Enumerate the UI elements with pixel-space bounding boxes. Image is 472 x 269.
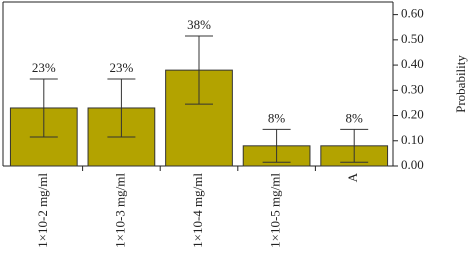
value-label: 23%	[109, 60, 133, 75]
x-tick-label: A	[345, 172, 360, 182]
x-tick-label: 1×10-2 mg/ml	[35, 173, 50, 248]
y-tick-label: 0.00	[401, 157, 424, 172]
y-tick-label: 0.20	[401, 107, 424, 122]
y-tick-label: 0.10	[401, 132, 424, 147]
x-tick-label: 1×10-3 mg/ml	[112, 173, 127, 248]
value-label: 38%	[187, 17, 211, 32]
value-label: 8%	[346, 110, 364, 125]
value-label: 23%	[32, 60, 56, 75]
y-tick-label: 0.40	[401, 56, 424, 71]
y-tick-label: 0.50	[401, 31, 424, 46]
x-tick-label: 1×10-5 mg/ml	[268, 173, 283, 248]
y-axis-label: Probability	[453, 55, 468, 113]
y-tick-label: 0.60	[401, 6, 424, 21]
x-tick-label: 1×10-4 mg/ml	[190, 173, 205, 248]
y-tick-label: 0.30	[401, 81, 424, 96]
value-label: 8%	[268, 110, 286, 125]
